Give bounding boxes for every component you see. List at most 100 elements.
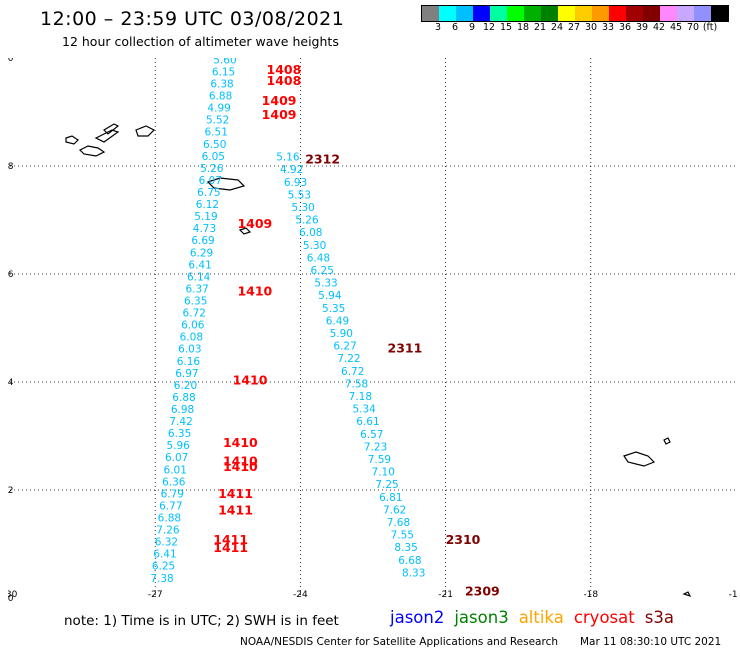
wave-height-value: 6.41 (188, 259, 211, 271)
pass-time-label: 2312 (305, 151, 340, 166)
y-tick-label: 40 (8, 58, 14, 64)
island-outline (103, 123, 120, 135)
y-tick-label: 36 (8, 270, 14, 280)
wave-height-value: 5.94 (318, 290, 342, 302)
legend-label: 12 (482, 22, 496, 33)
pass-time-label: 1410 (237, 284, 272, 299)
wave-height-value: 6.37 (185, 283, 208, 295)
wave-height-value: 6.29 (190, 247, 213, 259)
legend-swatch (439, 6, 456, 21)
satellite-jason2: jason2 (390, 608, 445, 627)
wave-height-value: 6.32 (155, 537, 178, 549)
legend-label: 21 (533, 22, 547, 33)
satellite-s3a: s3a (644, 608, 674, 627)
wave-height-value: 6.98 (171, 404, 194, 416)
satellite-legend: jason2 jason3 altika cryosat s3a (390, 608, 684, 627)
wave-height-value: 6.16 (177, 356, 201, 368)
wave-height-value: 6.75 (197, 187, 220, 199)
island-outline (94, 129, 120, 143)
pass-time-label: 1409 (262, 93, 297, 108)
legend-swatch (592, 6, 609, 21)
legend-label: 33 (601, 22, 615, 33)
wave-height-value: 6.49 (326, 315, 349, 327)
wave-height-value: 7.10 (372, 467, 395, 479)
legend-swatch (541, 6, 558, 21)
pass-time-label: 1408 (267, 62, 302, 77)
legend-label: 15 (499, 22, 513, 33)
wave-height-value: 6.03 (178, 344, 201, 356)
wave-height-value: 7.42 (169, 416, 192, 428)
legend-label: 9 (468, 22, 476, 33)
wave-height-value: 5.30 (303, 240, 326, 252)
legend-label: 6 (451, 22, 459, 33)
wave-height-value: 6.38 (210, 79, 233, 91)
wave-height-value: 7.68 (387, 517, 410, 529)
wave-height-value: 8.35 (394, 542, 417, 554)
legend-swatch (473, 6, 490, 21)
legend-swatch (490, 6, 507, 21)
x-tick-label: -21 (438, 590, 453, 600)
y-tick-label: 34 (8, 378, 14, 388)
wave-height-value: 7.55 (391, 530, 414, 542)
wave-height-value: 6.93 (284, 177, 307, 189)
pass-time-label: 2309 (465, 583, 500, 598)
wave-height-value: 6.51 (205, 127, 228, 139)
wave-height-value: 6.35 (184, 296, 207, 308)
wave-height-value: 7.23 (364, 441, 387, 453)
pass-time-label: 1410 (223, 454, 258, 469)
x-tick-label: -24 (293, 590, 308, 600)
wave-height-value: 7.18 (349, 391, 372, 403)
wave-height-value: 6.36 (162, 476, 186, 488)
wave-height-value: 4.99 (207, 103, 230, 115)
wave-height-value: 6.68 (398, 555, 421, 567)
legend-swatch (694, 6, 711, 21)
satellite-altika: altika (518, 608, 564, 627)
pass-time-label: 1411 (218, 502, 253, 517)
wave-height-value: 6.81 (379, 492, 402, 504)
island-outline (65, 135, 79, 145)
legend-label: 45 (669, 22, 683, 33)
wave-height-value: 7.62 (383, 504, 406, 516)
y-tick-label: 38 (8, 162, 14, 172)
satellite-jason3: jason3 (454, 608, 509, 627)
wave-height-value: 6.27 (333, 341, 356, 353)
wave-height-value: 7.58 (345, 378, 368, 390)
legend-swatch (575, 6, 592, 21)
wave-height-value: 6.88 (209, 91, 232, 103)
wave-height-value: 6.15 (212, 66, 235, 78)
wave-height-value: 5.53 (288, 189, 311, 201)
wave-height-map[interactable]: -30-27-24-21-18-154038363432305.606.156.… (8, 58, 738, 603)
pass-time-label: 1411 (218, 486, 253, 501)
pass-time-label: 1409 (262, 107, 297, 122)
legend-label: 30 (584, 22, 598, 33)
wave-height-value: 5.16 (276, 152, 300, 164)
legend-label: (ft) (702, 22, 718, 33)
wave-height-value: 5.30 (291, 202, 314, 214)
legend-label: 3 (434, 22, 442, 33)
island-outline (238, 227, 252, 235)
island-outline (623, 451, 656, 467)
map-canvas: -30-27-24-21-18-154038363432305.606.156.… (8, 58, 738, 603)
wave-height-value: 6.08 (299, 227, 322, 239)
legend-swatch (643, 6, 660, 21)
pass-time-label: 1410 (223, 435, 258, 450)
pass-time-label: 1408 (267, 73, 302, 88)
legend-label: 36 (618, 22, 632, 33)
legend-swatch (422, 6, 439, 21)
wave-height-value: 5.26 (295, 215, 319, 227)
wave-height-value: 5.33 (314, 278, 337, 290)
wave-height-value: 6.50 (203, 139, 226, 151)
wave-height-value: 6.48 (307, 252, 330, 264)
y-tick-label: 32 (8, 486, 13, 496)
wave-height-value: 5.19 (194, 211, 217, 223)
pass-time-label: 1411 (213, 540, 248, 555)
wave-height-value: 6.12 (196, 199, 219, 211)
wave-height-value: 7.22 (337, 353, 360, 365)
island-outline (206, 177, 246, 191)
wave-height-value: 4.92 (280, 164, 303, 176)
island-outline (682, 591, 692, 598)
wave-height-value: 6.07 (199, 175, 222, 187)
wave-height-value: 6.61 (356, 416, 379, 428)
wave-height-value: 6.14 (187, 271, 211, 283)
satellite-cryosat: cryosat (573, 608, 635, 627)
